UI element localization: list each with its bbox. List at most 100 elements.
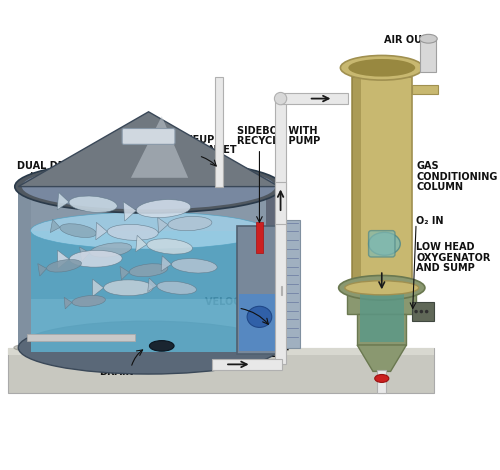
Text: SIDEBOX WITH: SIDEBOX WITH [236, 126, 317, 136]
Ellipse shape [130, 264, 168, 277]
FancyBboxPatch shape [360, 294, 404, 342]
Ellipse shape [18, 321, 279, 374]
Polygon shape [18, 112, 279, 187]
Text: VELOCITY PUMP: VELOCITY PUMP [205, 298, 293, 307]
Text: RECYCLE PUMP: RECYCLE PUMP [236, 136, 320, 146]
Text: O₂ IN: O₂ IN [416, 216, 444, 226]
Ellipse shape [172, 258, 217, 273]
FancyBboxPatch shape [26, 348, 38, 349]
Polygon shape [357, 345, 406, 371]
Polygon shape [58, 250, 70, 269]
Ellipse shape [374, 375, 389, 383]
FancyBboxPatch shape [214, 77, 224, 187]
Polygon shape [120, 266, 130, 280]
FancyBboxPatch shape [8, 348, 434, 355]
Text: BOTTOM: BOTTOM [96, 356, 143, 367]
Ellipse shape [420, 34, 437, 43]
FancyBboxPatch shape [158, 343, 166, 348]
Ellipse shape [150, 341, 174, 351]
FancyBboxPatch shape [280, 93, 348, 104]
Ellipse shape [247, 306, 272, 328]
Ellipse shape [414, 310, 418, 313]
FancyBboxPatch shape [378, 369, 386, 393]
FancyBboxPatch shape [18, 187, 30, 348]
Text: LOW HEAD: LOW HEAD [416, 242, 474, 252]
FancyBboxPatch shape [30, 187, 266, 231]
Text: OXYGENATOR: OXYGENATOR [416, 252, 490, 263]
Text: AND SUMP: AND SUMP [416, 263, 475, 273]
Text: MAKEUP: MAKEUP [168, 134, 214, 145]
FancyBboxPatch shape [239, 294, 280, 351]
FancyBboxPatch shape [352, 77, 360, 288]
Ellipse shape [157, 282, 196, 294]
FancyBboxPatch shape [412, 86, 438, 94]
Text: CONDITIONING: CONDITIONING [416, 172, 498, 181]
Polygon shape [136, 235, 147, 252]
Polygon shape [38, 264, 46, 276]
Polygon shape [50, 219, 60, 233]
Ellipse shape [274, 93, 286, 105]
FancyBboxPatch shape [420, 39, 436, 72]
FancyBboxPatch shape [275, 182, 286, 224]
Ellipse shape [348, 59, 415, 77]
Polygon shape [64, 298, 72, 309]
Ellipse shape [60, 224, 96, 237]
Ellipse shape [168, 216, 212, 231]
Polygon shape [80, 247, 90, 261]
Polygon shape [57, 192, 69, 210]
Ellipse shape [340, 55, 423, 80]
Text: COLUMN: COLUMN [416, 182, 463, 192]
Ellipse shape [104, 280, 153, 296]
FancyBboxPatch shape [357, 314, 406, 345]
Ellipse shape [14, 338, 283, 357]
FancyBboxPatch shape [266, 187, 279, 348]
Ellipse shape [22, 164, 276, 210]
Text: TANK INLET: TANK INLET [225, 349, 289, 360]
FancyBboxPatch shape [27, 334, 136, 341]
Polygon shape [148, 278, 157, 291]
FancyBboxPatch shape [8, 348, 434, 393]
Text: (5 m³): (5 m³) [29, 172, 62, 181]
FancyBboxPatch shape [30, 231, 266, 352]
Ellipse shape [69, 196, 117, 212]
Text: GAS: GAS [416, 161, 438, 171]
Ellipse shape [46, 259, 82, 272]
FancyBboxPatch shape [348, 288, 416, 314]
Ellipse shape [107, 224, 158, 240]
Polygon shape [124, 202, 136, 221]
Ellipse shape [338, 275, 425, 300]
Ellipse shape [15, 160, 282, 213]
FancyBboxPatch shape [412, 302, 434, 321]
Polygon shape [161, 256, 172, 271]
FancyBboxPatch shape [122, 128, 175, 144]
FancyBboxPatch shape [280, 286, 282, 295]
FancyBboxPatch shape [368, 231, 395, 257]
Text: DRAIN: DRAIN [100, 367, 134, 377]
Polygon shape [131, 116, 188, 178]
Ellipse shape [72, 296, 106, 306]
FancyBboxPatch shape [30, 299, 266, 352]
Ellipse shape [425, 310, 428, 313]
Ellipse shape [345, 281, 418, 295]
FancyBboxPatch shape [280, 220, 300, 348]
Polygon shape [158, 218, 168, 233]
Ellipse shape [70, 251, 122, 267]
Text: AIR OUT: AIR OUT [384, 35, 428, 45]
Polygon shape [92, 279, 104, 297]
Text: WATER INLET: WATER INLET [164, 145, 236, 155]
Ellipse shape [147, 239, 192, 254]
FancyBboxPatch shape [257, 348, 269, 349]
Polygon shape [96, 222, 107, 240]
FancyBboxPatch shape [140, 348, 152, 349]
Ellipse shape [368, 232, 400, 255]
FancyBboxPatch shape [275, 99, 286, 364]
FancyBboxPatch shape [212, 359, 282, 370]
Ellipse shape [420, 310, 423, 313]
Ellipse shape [90, 243, 132, 257]
Ellipse shape [30, 212, 266, 249]
Ellipse shape [136, 200, 190, 218]
FancyBboxPatch shape [256, 222, 263, 252]
Text: DUAL DRAIN TANK: DUAL DRAIN TANK [16, 161, 116, 171]
FancyBboxPatch shape [236, 226, 282, 354]
FancyBboxPatch shape [352, 77, 412, 288]
